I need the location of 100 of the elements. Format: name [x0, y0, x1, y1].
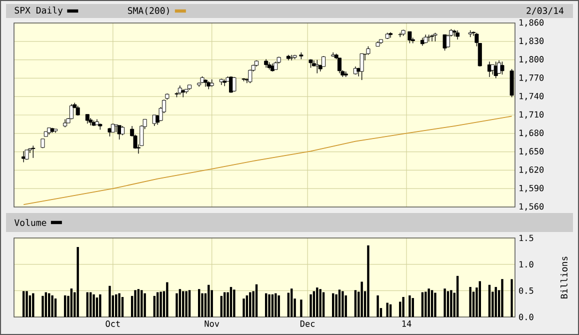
bar	[182, 291, 184, 317]
line-series	[23, 116, 512, 205]
candlestick	[408, 31, 412, 44]
y-tick-label: 1,560	[520, 203, 544, 211]
bar	[287, 292, 290, 317]
bar	[51, 295, 54, 317]
y-tick-label: 1,710	[520, 111, 544, 119]
bar	[510, 279, 513, 317]
legend-label: Volume	[14, 218, 46, 226]
y-tick-label: 1,680	[520, 130, 544, 138]
y-tick-label: 0.5	[519, 287, 534, 294]
candlestick	[337, 58, 342, 74]
bar	[386, 302, 388, 317]
bar	[494, 286, 497, 317]
bar	[178, 289, 182, 317]
bar	[430, 290, 434, 317]
bar	[230, 286, 232, 317]
candlestick	[24, 150, 29, 160]
bar	[54, 298, 57, 317]
bar	[428, 288, 430, 317]
y-tick-label: 1,800	[520, 56, 544, 64]
candlestick	[85, 114, 90, 124]
bar	[188, 290, 191, 317]
bar	[290, 288, 293, 317]
bar	[446, 291, 450, 317]
bar	[319, 289, 322, 317]
bar	[402, 296, 404, 317]
bar	[233, 290, 236, 317]
bar	[198, 289, 200, 317]
bar	[26, 291, 28, 317]
bar	[121, 296, 124, 317]
bar	[242, 298, 245, 317]
bar	[42, 296, 44, 317]
bar	[488, 284, 491, 317]
bar	[478, 281, 481, 317]
candlestick	[232, 76, 236, 92]
bar	[271, 294, 274, 317]
bar	[332, 293, 334, 317]
bar	[185, 291, 188, 317]
bar	[48, 293, 50, 317]
bar	[344, 295, 347, 317]
legend-label: SMA(200)	[128, 6, 169, 16]
bar	[153, 296, 156, 317]
y-tick-label: 1,620	[520, 166, 544, 174]
bar	[412, 298, 414, 317]
y-tick-label: 1.0	[520, 261, 534, 268]
bar	[265, 293, 268, 317]
bar	[201, 293, 204, 317]
candlestick	[69, 104, 74, 120]
bar	[421, 292, 424, 317]
bar	[249, 292, 252, 317]
bar	[64, 295, 66, 317]
legend-label: SPX Daily	[14, 6, 63, 16]
bar	[342, 291, 344, 317]
bar	[300, 300, 302, 317]
bar	[255, 284, 258, 317]
bar	[44, 292, 48, 317]
bar	[316, 287, 318, 317]
bar	[360, 282, 363, 317]
bar	[166, 282, 168, 317]
bar	[140, 290, 143, 317]
bar	[22, 291, 25, 317]
candlestick	[490, 64, 495, 75]
bar	[160, 292, 162, 317]
bar	[424, 292, 427, 317]
bar	[444, 288, 446, 317]
candlestick	[456, 30, 460, 40]
bar	[434, 292, 436, 317]
bar	[268, 294, 270, 317]
bar	[28, 295, 32, 317]
bar	[220, 296, 223, 317]
bar	[322, 292, 325, 317]
candlestick	[117, 125, 122, 140]
candlestick	[120, 126, 125, 136]
bar	[389, 304, 392, 317]
y-tick-label: 1,860	[520, 19, 544, 27]
bar	[354, 290, 357, 317]
bar	[367, 245, 370, 317]
bar	[92, 294, 95, 317]
bar	[278, 295, 280, 317]
bar	[246, 295, 248, 317]
y-tick-label: 1,770	[520, 74, 544, 82]
bar	[89, 292, 92, 317]
bar	[310, 294, 312, 317]
bar	[224, 292, 226, 317]
bar	[134, 290, 136, 317]
candlestick	[178, 85, 182, 96]
candlestick	[388, 32, 393, 38]
y-tick-label: 0.0	[519, 314, 534, 320]
bar	[108, 286, 111, 317]
bar	[376, 295, 379, 317]
candlestick	[500, 61, 504, 75]
bar	[208, 284, 210, 317]
bar	[118, 293, 120, 317]
bar	[137, 289, 140, 317]
bar	[86, 292, 89, 317]
x-tick-label: Dec	[300, 320, 315, 327]
text: 2/03/14	[526, 7, 564, 15]
bar	[115, 294, 118, 317]
candlestick	[360, 53, 364, 80]
